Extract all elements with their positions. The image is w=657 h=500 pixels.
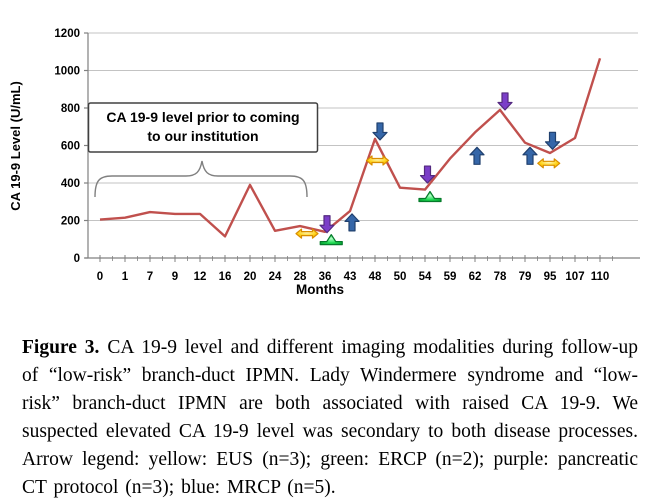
blue-arrow-mrcp: [469, 146, 485, 165]
brace: [94, 160, 308, 198]
y-tick-label: 800: [61, 103, 80, 115]
annotation-box: [87, 102, 319, 153]
x-tick-label: 1: [122, 271, 129, 283]
y-axis-title: CA 19-9 Level (U/mL): [8, 81, 23, 211]
x-tick-label: 16: [219, 271, 232, 283]
yellow-arrow-eus: [295, 228, 319, 239]
yellow-arrow-eus: [365, 155, 390, 166]
x-tick-label: 7: [147, 271, 153, 283]
blue-arrow-mrcp: [544, 131, 561, 150]
x-tick-label: 43: [344, 271, 357, 283]
blue-arrow-mrcp: [372, 122, 388, 141]
y-tick-label: 600: [61, 141, 80, 153]
purple-arrow-pancreatic-ct-protocol: [319, 215, 335, 234]
y-tick-label: 200: [61, 216, 80, 228]
x-tick-label: 62: [469, 271, 482, 283]
x-tick-label: 95: [544, 271, 557, 283]
x-tick-label: 12: [194, 271, 207, 283]
x-tick-label: 50: [394, 271, 407, 283]
yellow-arrow-eus: [537, 158, 561, 169]
x-axis-title: Months: [296, 282, 344, 297]
figure-caption: Figure 3. CA 19-9 level and different im…: [22, 334, 638, 500]
blue-arrow-mrcp: [344, 213, 360, 232]
x-tick-label: 48: [369, 271, 382, 283]
x-tick-label: 9: [172, 271, 178, 283]
y-tick-label: 400: [61, 178, 80, 190]
x-tick-label: 20: [244, 271, 257, 283]
x-tick-label: 78: [494, 271, 507, 283]
y-tick-label: 1000: [54, 66, 80, 78]
y-tick-label: 0: [74, 253, 80, 265]
green-arrow-ercp: [418, 190, 442, 203]
x-tick-label: 107: [565, 271, 584, 283]
green-arrow-ercp: [319, 234, 343, 246]
x-tick-label: 110: [591, 271, 610, 283]
annotation-text: CA 19-9 level prior to coming: [106, 109, 299, 125]
x-tick-label: 54: [419, 271, 432, 283]
x-tick-label: 79: [519, 271, 532, 283]
ca19-9-series-line: [99, 57, 602, 238]
purple-arrow-pancreatic-ct-protocol: [419, 165, 436, 184]
x-tick-label: 0: [97, 271, 103, 283]
x-tick-label: 59: [444, 271, 457, 283]
annotation-text: to our institution: [147, 128, 258, 144]
purple-arrow-pancreatic-ct-protocol: [497, 92, 513, 111]
y-tick-label: 1200: [54, 28, 80, 40]
x-tick-label: 36: [319, 271, 332, 283]
x-tick-label: 28: [294, 271, 307, 283]
x-tick-label: 24: [269, 271, 282, 283]
blue-arrow-mrcp: [522, 146, 538, 165]
figure-label: Figure 3.: [22, 336, 100, 358]
caption-text: CA 19-9 level and different imaging moda…: [22, 336, 639, 498]
